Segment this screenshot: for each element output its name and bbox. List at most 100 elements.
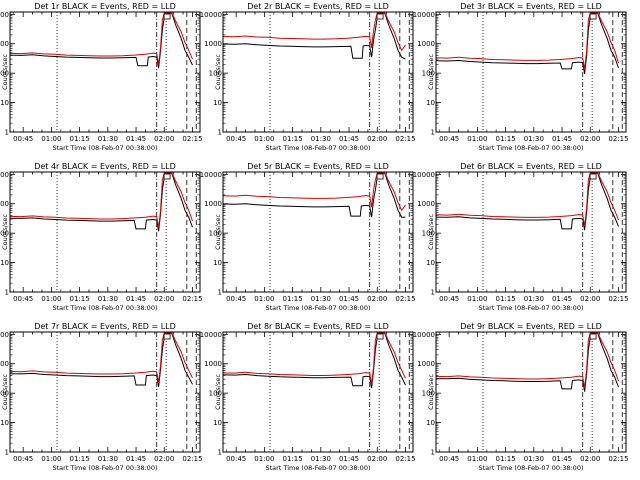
y-tick-label: 1	[431, 449, 435, 457]
chart-title: Det 6r BLACK = Events, RED = LLD	[460, 162, 602, 171]
x-tick-label: 00:45	[226, 135, 246, 143]
x-tick-label: 02:15	[182, 295, 202, 303]
y-tick-label: 1000	[204, 200, 222, 208]
x-axis-label: Start Time (08-Feb-07 00:38:00)	[266, 464, 371, 472]
series-lld-line	[9, 172, 193, 228]
chart-panel-6r: Det 6r BLACK = Events, RED = LLD Start Ti…	[413, 162, 629, 312]
y-tick-label: 10	[426, 259, 435, 267]
series-lld-line	[435, 172, 619, 227]
y-tick-label: 10	[0, 259, 9, 267]
x-tick-label: 01:15	[496, 455, 516, 463]
y-tick-label: 1000	[417, 40, 435, 48]
x-tick-label: 01:45	[126, 295, 146, 303]
x-tick-label: 01:00	[467, 135, 487, 143]
x-tick-label: 01:30	[98, 135, 118, 143]
y-axis-label: Counts/sec	[1, 374, 9, 410]
y-tick-label: 1	[431, 129, 435, 137]
x-tick-label: 01:00	[41, 455, 61, 463]
spike-box-marker	[589, 173, 597, 180]
x-tick-label: 02:15	[608, 135, 628, 143]
x-tick-label: 01:30	[311, 135, 331, 143]
y-tick-label: 100	[209, 70, 222, 78]
series-lld-line	[435, 332, 619, 388]
x-axis-label: Start Time (08-Feb-07 00:38:00)	[53, 464, 158, 472]
y-axis-label: Counts/sec	[214, 214, 222, 250]
plot-frame	[9, 171, 201, 293]
chart-title: Det 2r BLACK = Events, RED = LLD	[247, 2, 389, 11]
x-tick-label: 01:15	[283, 295, 303, 303]
y-tick-label: 1	[218, 449, 222, 457]
x-tick-label: 01:00	[254, 455, 274, 463]
y-tick-label: 10000	[0, 11, 9, 19]
x-axis-label: Start Time (08-Feb-07 00:38:00)	[53, 304, 158, 312]
x-tick-label: 02:15	[182, 455, 202, 463]
series-events-line	[435, 332, 619, 392]
x-axis-label: Start Time (08-Feb-07 00:38:00)	[266, 144, 371, 152]
x-tick-label: 01:00	[254, 135, 274, 143]
series-events-line	[9, 172, 193, 232]
x-tick-label: 01:15	[283, 455, 303, 463]
plot-frame	[435, 171, 627, 293]
plot-frame	[222, 11, 414, 133]
x-tick-label: 01:30	[524, 135, 544, 143]
chart-title: Det 7r BLACK = Events, RED = LLD	[34, 322, 176, 331]
chart-panel-4r: Det 4r BLACK = Events, RED = LLD Start Ti…	[0, 162, 203, 312]
y-tick-label: 1	[5, 449, 9, 457]
x-tick-label: 01:45	[126, 455, 146, 463]
series-lld-line	[435, 12, 619, 70]
y-tick-label: 10000	[413, 11, 435, 19]
y-tick-label: 1000	[417, 360, 435, 368]
chart-panel-7r: Det 7r BLACK = Events, RED = LLD Start Ti…	[0, 322, 203, 472]
plot-frame	[9, 11, 201, 133]
y-tick-label: 10	[426, 99, 435, 107]
x-tick-label: 01:15	[496, 135, 516, 143]
x-tick-label: 01:15	[283, 135, 303, 143]
y-axis-label: Counts/sec	[214, 374, 222, 410]
x-tick-label: 01:45	[126, 135, 146, 143]
y-tick-label: 10	[213, 259, 222, 267]
y-tick-label: 1	[431, 289, 435, 297]
x-tick-label: 01:00	[41, 295, 61, 303]
chart-title: Det 5r BLACK = Events, RED = LLD	[247, 162, 389, 171]
x-tick-label: 02:00	[367, 135, 387, 143]
x-tick-label: 02:00	[580, 135, 600, 143]
x-tick-label: 02:15	[395, 455, 415, 463]
y-axis-label: Counts/sec	[214, 54, 222, 90]
x-tick-label: 01:30	[524, 295, 544, 303]
x-tick-label: 02:00	[580, 455, 600, 463]
y-tick-label: 10	[0, 419, 9, 427]
x-axis-label: Start Time (08-Feb-07 00:38:00)	[479, 464, 584, 472]
y-tick-label: 1	[5, 129, 9, 137]
y-tick-label: 100	[0, 70, 9, 78]
x-tick-label: 02:00	[367, 455, 387, 463]
x-tick-label: 01:15	[70, 455, 90, 463]
plot-frame	[9, 331, 201, 453]
y-tick-label: 10000	[200, 11, 222, 19]
y-tick-label: 1	[218, 289, 222, 297]
y-tick-label: 1	[218, 129, 222, 137]
x-axis-label: Start Time (08-Feb-07 00:38:00)	[479, 144, 584, 152]
y-tick-label: 1000	[417, 200, 435, 208]
x-tick-label: 02:00	[580, 295, 600, 303]
x-tick-label: 01:45	[552, 135, 572, 143]
y-tick-label: 10000	[200, 171, 222, 179]
x-axis-label: Start Time (08-Feb-07 00:38:00)	[53, 144, 158, 152]
chart-panel-1r: Det 1r BLACK = Events, RED = LLD Start Ti…	[0, 2, 203, 152]
y-tick-label: 1	[5, 289, 9, 297]
series-lld-line	[222, 172, 406, 212]
x-tick-label: 02:15	[182, 135, 202, 143]
x-tick-label: 01:15	[70, 295, 90, 303]
series-events-line	[9, 12, 193, 69]
y-tick-label: 1000	[204, 40, 222, 48]
chart-panel-5r: Det 5r BLACK = Events, RED = LLD Start Ti…	[200, 162, 416, 312]
x-tick-label: 01:00	[41, 135, 61, 143]
x-tick-label: 00:45	[439, 135, 459, 143]
y-axis-label: Counts/sec	[427, 214, 435, 250]
x-tick-label: 00:45	[226, 295, 246, 303]
series-events-line	[9, 332, 193, 387]
y-axis-label: Counts/sec	[1, 54, 9, 90]
spike-box-marker	[376, 13, 384, 20]
x-tick-label: 02:15	[395, 135, 415, 143]
x-tick-label: 01:45	[552, 295, 572, 303]
y-tick-label: 10000	[413, 331, 435, 339]
